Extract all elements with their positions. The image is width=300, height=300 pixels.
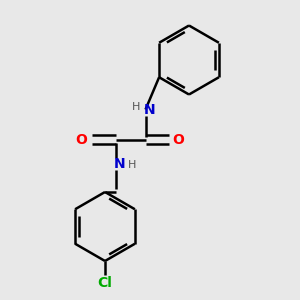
Text: H: H	[132, 101, 141, 112]
Text: O: O	[172, 133, 184, 146]
Text: H: H	[128, 160, 136, 170]
Text: N: N	[114, 157, 126, 170]
Text: N: N	[144, 103, 156, 116]
Text: Cl: Cl	[98, 276, 112, 290]
Text: O: O	[76, 133, 88, 146]
